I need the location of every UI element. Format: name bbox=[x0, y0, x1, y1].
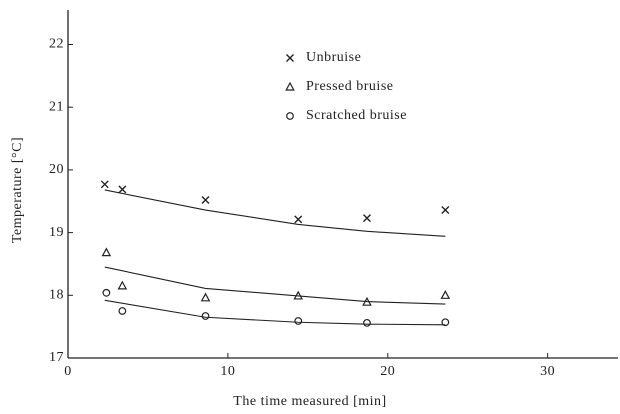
legend-marker bbox=[285, 81, 295, 91]
legend-marker bbox=[286, 54, 294, 62]
marker bbox=[294, 317, 303, 325]
marker-shape bbox=[200, 292, 211, 302]
marker-shape bbox=[294, 317, 303, 325]
marker-shape bbox=[440, 290, 451, 299]
marker bbox=[363, 318, 371, 327]
marker-shape bbox=[117, 280, 128, 290]
marker bbox=[118, 307, 127, 315]
x-tick-label: 10 bbox=[220, 364, 235, 379]
marker-shape bbox=[294, 215, 303, 224]
marker-shape bbox=[201, 195, 210, 204]
x-tick-label: 30 bbox=[540, 364, 555, 379]
marker-shape bbox=[201, 312, 210, 320]
x-tick-label: 0 bbox=[64, 364, 72, 379]
marker bbox=[440, 290, 451, 299]
marker bbox=[362, 214, 371, 223]
marker-shape bbox=[118, 307, 127, 315]
legend-marker bbox=[286, 112, 294, 120]
marker-shape bbox=[363, 318, 371, 327]
marker-shape bbox=[441, 318, 450, 327]
marker bbox=[200, 292, 211, 302]
x-tick-label: 20 bbox=[380, 364, 395, 379]
marker bbox=[102, 288, 111, 297]
marker-shape bbox=[102, 288, 111, 297]
marker bbox=[441, 318, 450, 327]
marker bbox=[100, 180, 109, 189]
y-tick-label: 17 bbox=[49, 350, 64, 365]
marker bbox=[101, 247, 112, 257]
marker bbox=[441, 206, 450, 215]
marker bbox=[118, 185, 127, 194]
marker-shape bbox=[100, 180, 109, 189]
legend-label: Scratched bruise bbox=[306, 108, 407, 123]
x-axis-label: The time measured [min] bbox=[233, 394, 386, 409]
marker-shape bbox=[362, 214, 371, 223]
y-tick-label: 19 bbox=[49, 225, 64, 240]
fit-curve bbox=[104, 299, 446, 326]
y-tick-label: 20 bbox=[49, 162, 64, 177]
marker bbox=[293, 290, 304, 300]
marker-shape bbox=[293, 290, 304, 300]
y-axis-label: Temperature [°C] bbox=[10, 137, 25, 243]
marker-shape bbox=[285, 81, 295, 91]
marker-shape bbox=[101, 247, 112, 257]
y-tick-label: 22 bbox=[49, 37, 64, 52]
fit-curve bbox=[104, 189, 446, 237]
y-tick-label: 21 bbox=[49, 99, 64, 114]
legend-label: Unbruise bbox=[306, 50, 361, 65]
legend-label: Pressed bruise bbox=[306, 79, 394, 94]
y-tick-label: 18 bbox=[49, 288, 64, 303]
marker bbox=[117, 280, 128, 290]
marker bbox=[294, 215, 303, 224]
marker bbox=[362, 296, 372, 306]
marker-shape bbox=[118, 185, 127, 194]
marker-shape bbox=[286, 112, 294, 120]
marker-shape bbox=[362, 296, 372, 306]
marker-shape bbox=[441, 206, 450, 215]
marker bbox=[201, 312, 210, 320]
marker bbox=[201, 195, 210, 204]
fit-curve bbox=[104, 266, 446, 305]
marker-shape bbox=[286, 54, 294, 62]
